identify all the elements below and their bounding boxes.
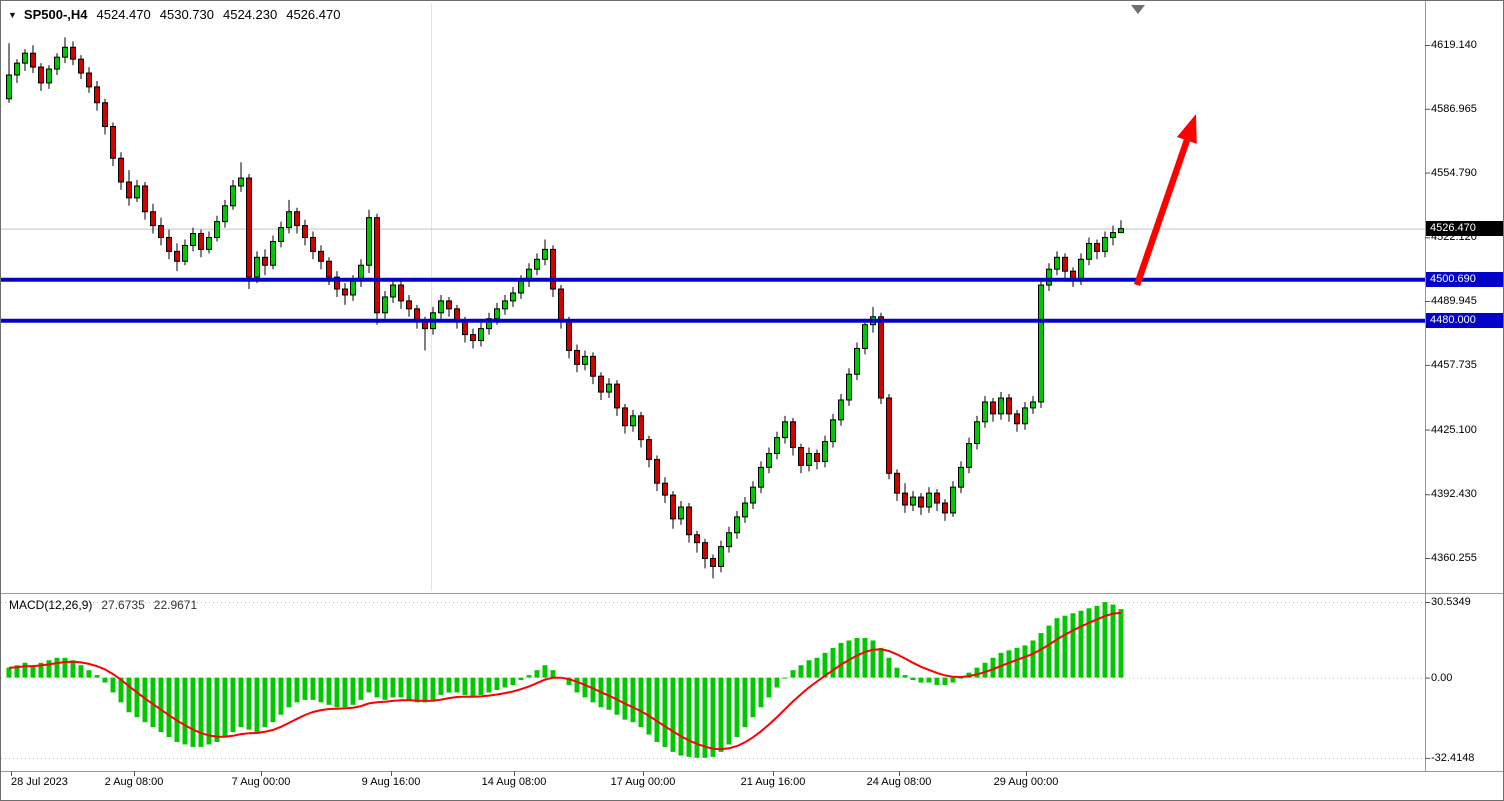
macd-signal-line: [8, 611, 1122, 751]
macd-axis-label: 30.5349: [1431, 595, 1471, 608]
price-axis-label: 4554.790: [1431, 166, 1477, 179]
price-axis-label: 4457.735: [1431, 358, 1477, 371]
symbol-dropdown-icon[interactable]: ▼: [8, 9, 17, 20]
time-axis-label: 9 Aug 16:00: [361, 776, 421, 788]
price-axis-label: 4586.965: [1431, 102, 1477, 115]
axis-and-separators: [1, 1, 1503, 776]
current-price-tag: 4526.470: [1426, 220, 1503, 236]
macd-axis-label: 0.00: [1431, 671, 1453, 684]
ohlc-high: 4530.730: [159, 7, 214, 22]
price-axis-label: 4619.140: [1431, 39, 1477, 51]
macd-value-signal: 22.9671: [153, 598, 198, 612]
macd-header: MACD(12,26,9) 27.6735 22.9671: [9, 598, 197, 612]
macd-axis-label: -32.4148: [1431, 751, 1475, 764]
price-axis-label: 4392.430: [1431, 488, 1477, 501]
time-axis-label: 28 Jul 2023: [11, 776, 68, 788]
time-axis-label: 24 Aug 08:00: [866, 776, 932, 788]
macd-histogram-series: [6, 602, 1124, 758]
grid-layer: [1, 3, 1425, 759]
ohlc-open: 4524.470: [96, 7, 151, 22]
time-axis-label: 2 Aug 08:00: [104, 776, 164, 788]
time-axis-label: 7 Aug 00:00: [231, 776, 291, 788]
candlestick-series: [6, 37, 1124, 579]
time-axis-label: 17 Aug 00:00: [610, 776, 676, 788]
time-axis-label: 14 Aug 08:00: [481, 776, 547, 788]
price-axis-label: 4489.945: [1431, 295, 1477, 307]
time-axis-label: 21 Aug 16:00: [740, 776, 806, 788]
time-axis-label: 29 Aug 00:00: [993, 776, 1059, 788]
symbol-period-label: SP500-,H4: [23, 7, 88, 22]
price-axis-label: 4360.255: [1431, 552, 1477, 564]
ohlc-close: 4526.470: [286, 7, 341, 22]
horizontal-support-lines[interactable]: [1, 277, 1425, 323]
hline-price-tag-2: 4480.000: [1426, 312, 1503, 328]
chart-shift-marker[interactable]: [1131, 5, 1145, 14]
macd-label: MACD(12,26,9): [9, 598, 93, 612]
ohlc-low: 4524.230: [222, 7, 278, 22]
price-axis-label: 4425.100: [1431, 423, 1477, 436]
macd-value-main: 27.6735: [101, 598, 145, 612]
hline-price-tag-1: 4500.690: [1426, 271, 1503, 287]
chart-header: ▼ SP500-,H4 4524.470 4530.730 4524.230 4…: [8, 7, 340, 22]
trend-arrow[interactable]: [1133, 114, 1197, 287]
